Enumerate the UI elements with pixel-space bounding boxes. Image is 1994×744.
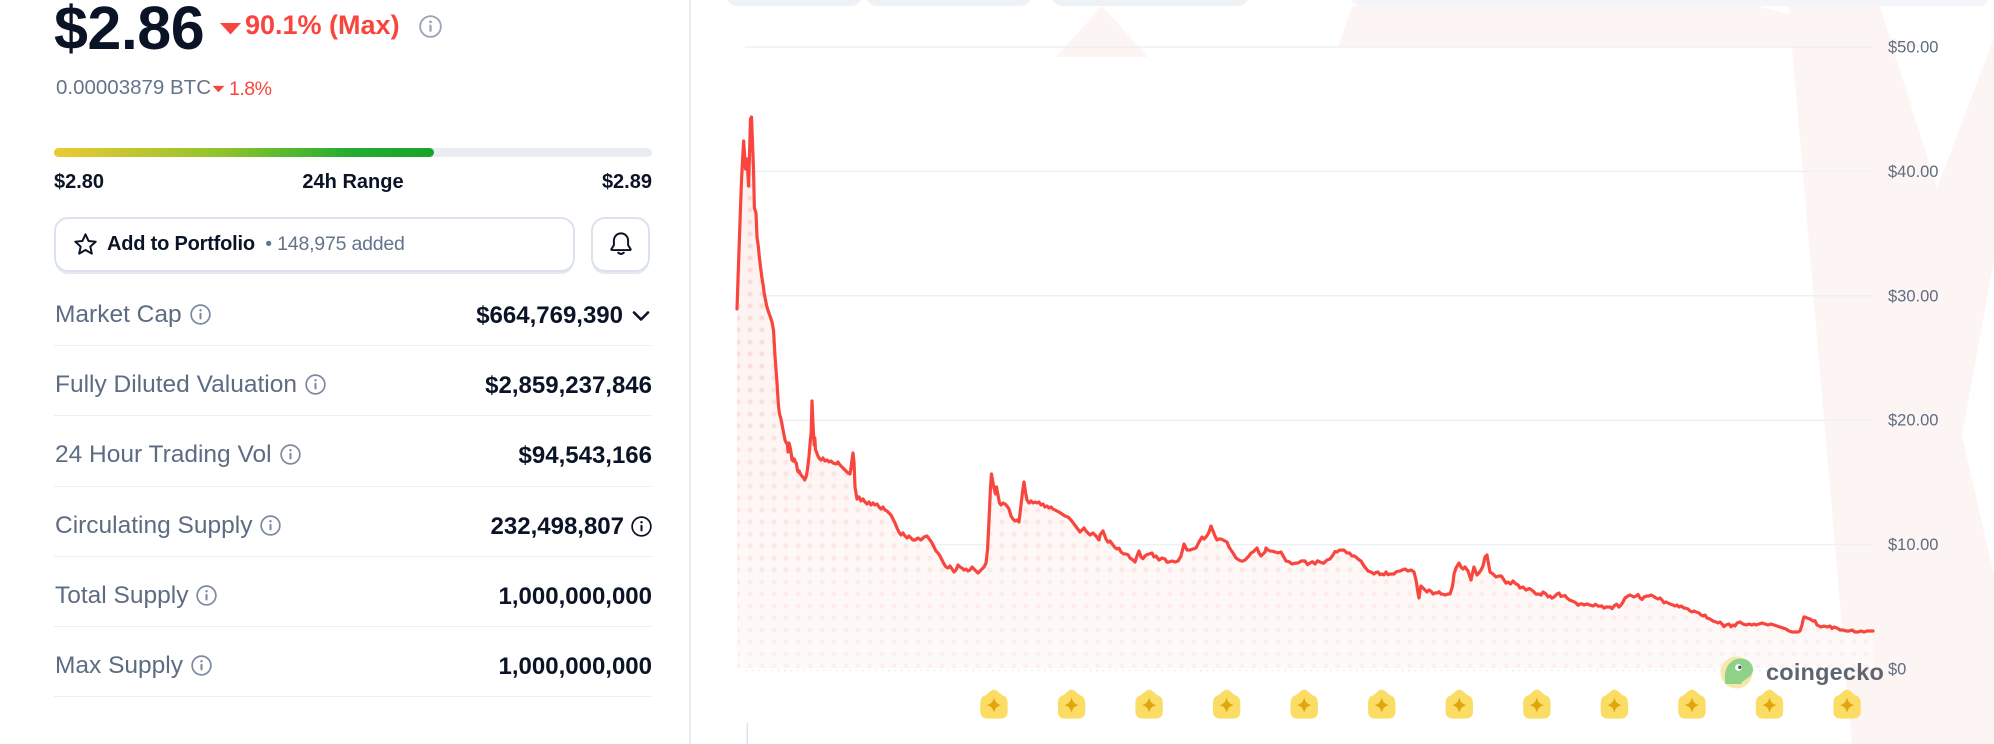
- svg-text:coingecko: coingecko: [1766, 659, 1884, 685]
- svg-text:$50.00: $50.00: [1888, 39, 1938, 57]
- svg-text:$10.00: $10.00: [1888, 536, 1938, 554]
- svg-text:$30.00: $30.00: [1888, 287, 1938, 305]
- svg-text:$40.00: $40.00: [1888, 163, 1938, 181]
- svg-text:$0: $0: [1888, 661, 1906, 679]
- svg-text:$20.00: $20.00: [1888, 412, 1938, 430]
